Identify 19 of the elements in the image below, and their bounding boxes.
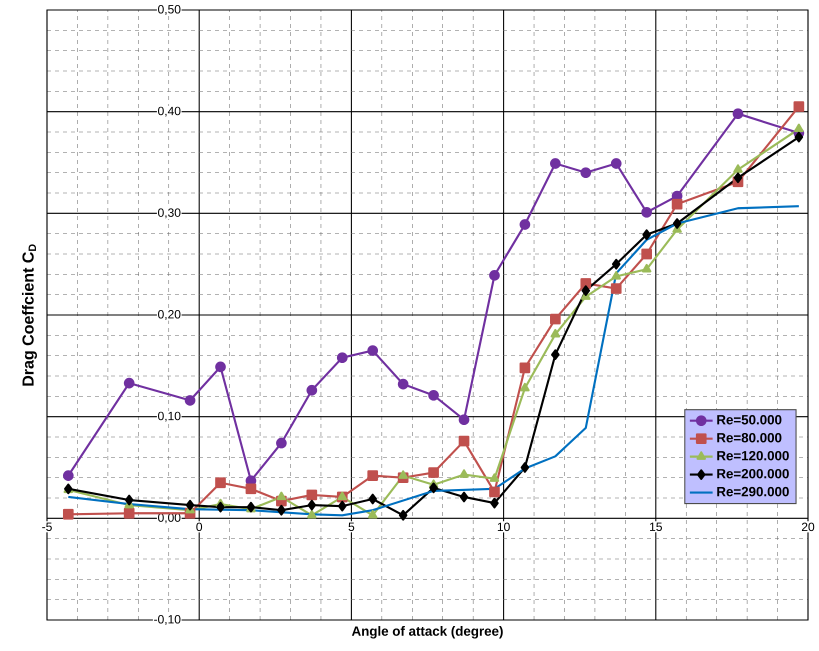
x-tick-label: 10 [498, 522, 510, 532]
x-tick-label: 0 [196, 522, 202, 532]
legend-label: Re=50.000 [717, 415, 782, 424]
y-tick-label: -0,10 [154, 615, 180, 625]
y-tick-label: 0,30 [158, 208, 180, 218]
x-tick-label: 15 [650, 522, 662, 531]
x-axis-title: Angle of attack (degree) [352, 626, 503, 639]
y-tick-label: 0,50 [158, 5, 180, 15]
x-tick-label: 5 [348, 522, 354, 531]
y-tick-label: 0,10 [158, 412, 180, 422]
y-tick-label: 0,40 [158, 106, 180, 117]
x-tick-label: 20 [802, 522, 814, 532]
legend-label: Re=80.000 [717, 433, 782, 442]
y-tick-label: 0,20 [158, 310, 180, 320]
y-axis-title: Drag Coeffcient C$_{D}$ [22, 244, 37, 386]
legend-label: Re=200.000 [717, 468, 789, 478]
legend-label: Re=290.000 [717, 486, 789, 496]
legend-label: Re=120.000 [717, 450, 789, 460]
x-tick-label: -5 [42, 522, 52, 531]
